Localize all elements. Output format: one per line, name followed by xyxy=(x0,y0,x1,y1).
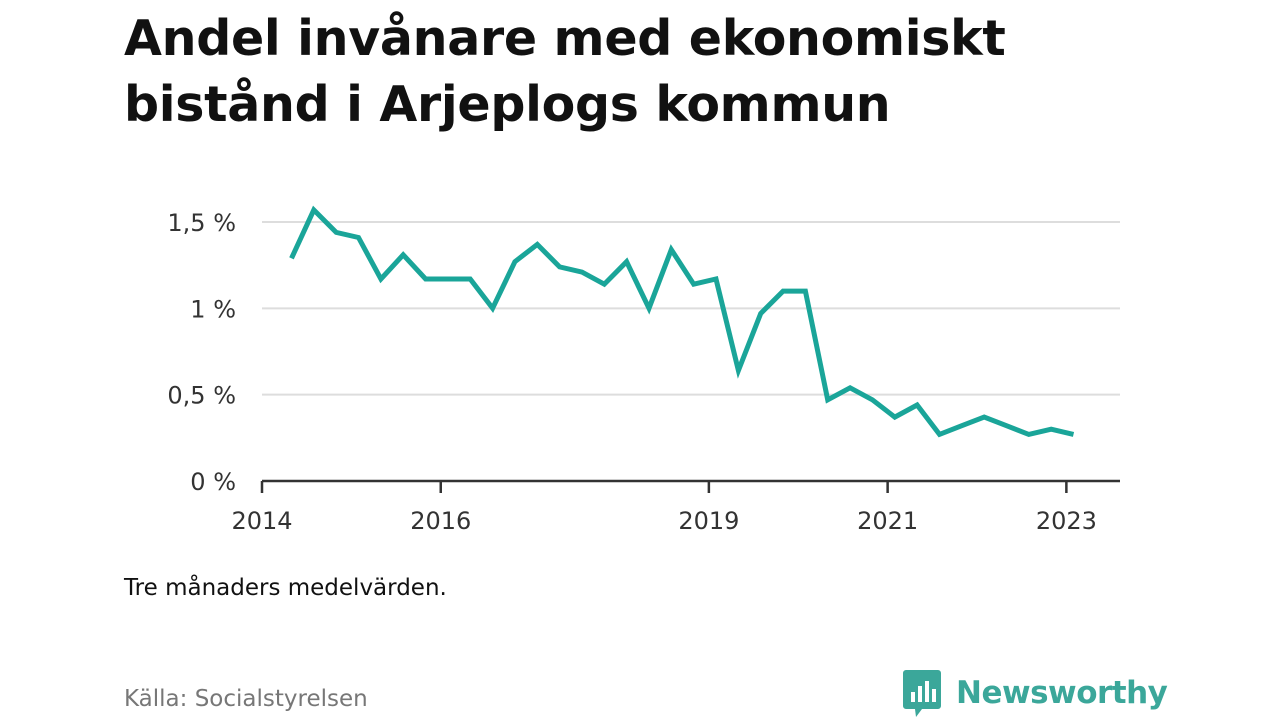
x-tick-label: 2014 xyxy=(231,507,292,535)
x-tick-label: 2021 xyxy=(857,507,918,535)
y-tick-label: 0,5 % xyxy=(167,382,236,410)
chart-note: Tre månaders medelvärden. xyxy=(124,575,447,601)
x-tick-label: 2023 xyxy=(1036,507,1097,535)
newsworthy-logo-icon xyxy=(903,670,941,717)
brand-logo: Newsworthy xyxy=(902,668,1168,718)
y-tick-label: 1,5 % xyxy=(167,209,236,237)
chart-title: Andel invånare med ekonomiskt bistånd i … xyxy=(124,10,1006,133)
y-tick-label: 0 % xyxy=(190,468,236,496)
x-tick-label: 2016 xyxy=(410,507,471,535)
brand-name: Newsworthy xyxy=(956,675,1168,711)
x-tick-label: 2019 xyxy=(678,507,739,535)
y-tick-label: 1 % xyxy=(190,295,236,323)
source-label: Källa: Socialstyrelsen xyxy=(124,686,368,712)
series-line xyxy=(289,205,1075,438)
